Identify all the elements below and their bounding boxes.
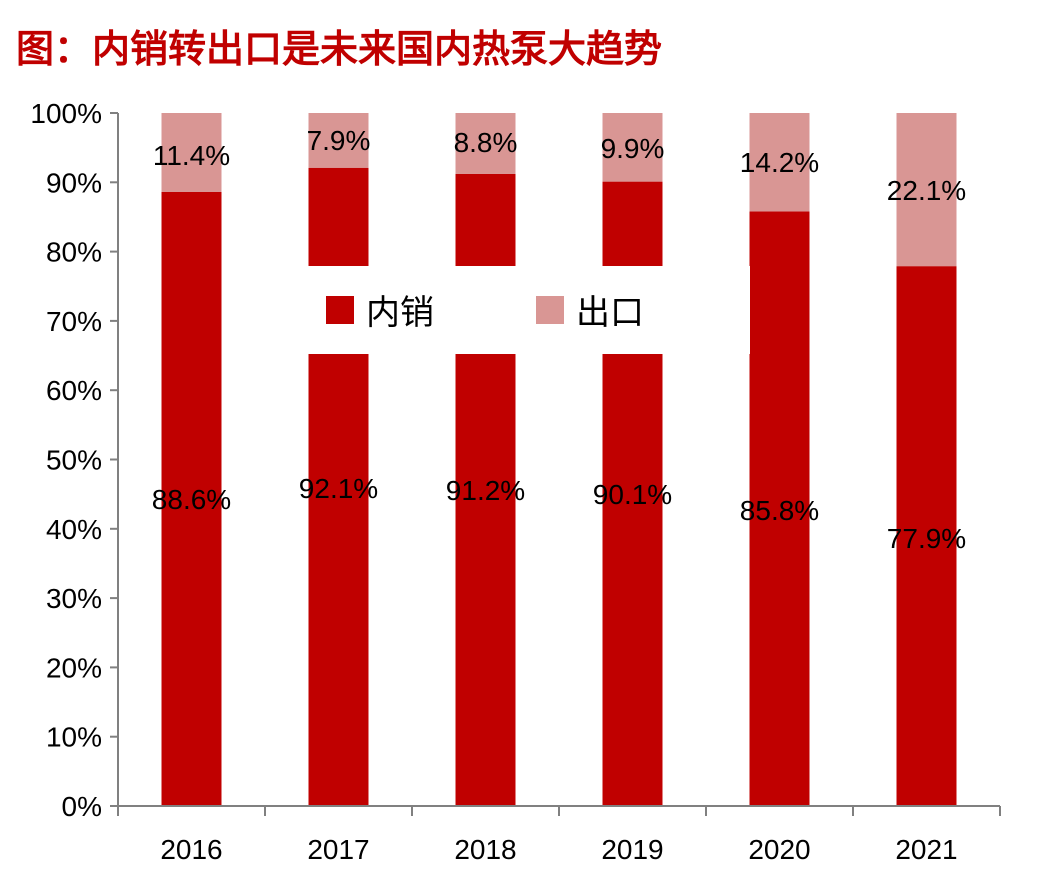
y-tick-label: 100% — [30, 98, 102, 129]
bar-domestic-2020 — [749, 211, 810, 806]
labels-layer: 88.6% 11.4% 92.1% 7.9% 91.2% 8.8% 90.1% 9.9% 85.… — [152, 125, 966, 554]
y-tick-label: 60% — [46, 375, 102, 406]
chart-title: 图：内销转出口是未来国内热泵大趋势 — [16, 27, 663, 71]
bar-export-2017 — [308, 113, 369, 168]
x-tick-label-2016: 2016 — [160, 834, 222, 865]
data-label-domestic-2021: 77.9% — [887, 523, 966, 554]
data-label-export-2020: 14.2% — [740, 147, 819, 178]
y-tick-label: 80% — [46, 237, 102, 268]
legend-label-export: 出口 — [576, 293, 644, 333]
data-label-export-2017: 7.9% — [307, 125, 371, 156]
bars-layer — [161, 113, 957, 806]
y-tick-label: 30% — [46, 583, 102, 614]
legend-swatch-export — [536, 296, 564, 324]
x-tick-label-2018: 2018 — [454, 834, 516, 865]
x-tick-label-2020: 2020 — [748, 834, 810, 865]
x-tick-label-2017: 2017 — [307, 834, 369, 865]
x-tick-label-2019: 2019 — [601, 834, 663, 865]
data-label-export-2018: 8.8% — [454, 127, 518, 158]
data-label-domestic-2017: 92.1% — [299, 473, 378, 504]
y-tick-label: 50% — [46, 445, 102, 476]
axis-layer: 0% 10% 20% 30% 40% 50% 60% 70% 80% 90% 100% 2016 201… — [30, 98, 1001, 865]
legend-swatch-domestic — [326, 296, 354, 324]
bar-export-2021 — [896, 113, 957, 267]
y-tick-label: 90% — [46, 167, 102, 198]
y-tick-label: 10% — [46, 722, 102, 753]
y-tick-label: 40% — [46, 514, 102, 545]
data-label-export-2021: 22.1% — [887, 175, 966, 206]
bar-export-2020 — [749, 113, 810, 212]
bar-export-2016 — [161, 113, 222, 193]
data-label-domestic-2020: 85.8% — [740, 495, 819, 526]
data-label-export-2016: 11.4% — [153, 140, 230, 171]
legend: 内销 出口 — [300, 266, 750, 354]
data-label-domestic-2019: 90.1% — [593, 479, 672, 510]
bar-export-2018 — [455, 113, 516, 174]
legend-background — [300, 266, 750, 354]
y-tick-label: 20% — [46, 652, 102, 683]
bar-export-2019 — [602, 113, 663, 182]
data-label-domestic-2018: 91.2% — [446, 475, 525, 506]
legend-label-domestic: 内销 — [366, 293, 434, 333]
data-label-domestic-2016: 88.6% — [152, 484, 231, 515]
bar-domestic-2021 — [896, 266, 957, 806]
y-tick-label: 0% — [62, 791, 102, 822]
x-tick-label-2021: 2021 — [895, 834, 957, 865]
data-label-export-2019: 9.9% — [601, 133, 665, 164]
y-tick-label: 70% — [46, 306, 102, 337]
bar-domestic-2016 — [161, 192, 222, 806]
